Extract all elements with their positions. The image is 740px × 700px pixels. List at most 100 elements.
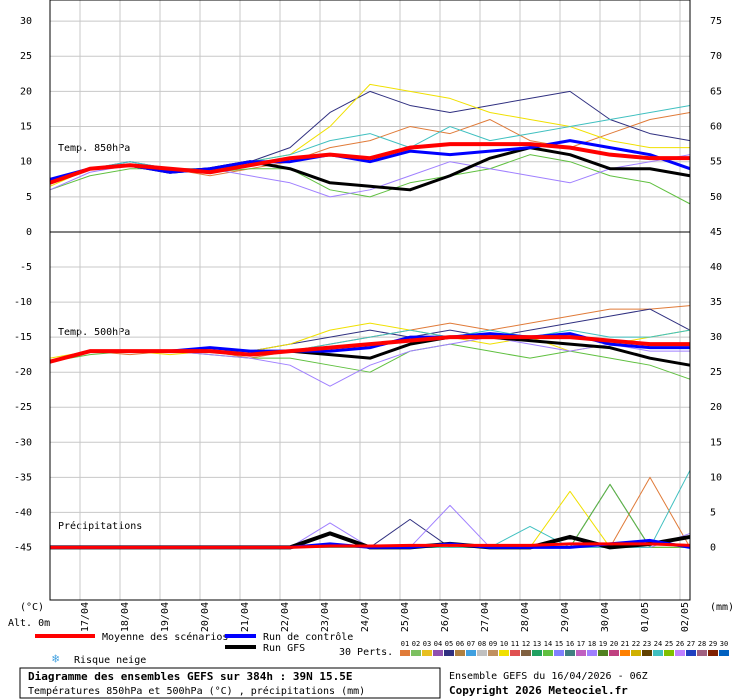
legend-swatch: [554, 650, 564, 656]
legend-swatch: [609, 650, 619, 656]
legend-label: 30: [720, 640, 728, 648]
legend-swatch: [565, 650, 575, 656]
legend-label: 13: [533, 640, 541, 648]
legend-swatch: [620, 650, 630, 656]
panel-label: Précipitations: [58, 520, 142, 532]
legend-label: 09: [489, 640, 497, 648]
axis-unit: (°C): [20, 602, 44, 613]
y-tick-label: 5: [26, 192, 32, 203]
legend-label: Run de contrôle: [263, 631, 353, 643]
y-tick-label: -25: [14, 402, 32, 413]
y-tick-label: 15: [20, 122, 32, 133]
y2-tick-label: 55: [710, 157, 722, 168]
x-tick-label: 24/04: [360, 602, 371, 632]
y-tick-label: 0: [26, 227, 32, 238]
y-tick-label: -15: [14, 332, 32, 343]
axis-unit: (mm): [710, 602, 734, 613]
legend-swatch: [697, 650, 707, 656]
legend-label: 30 Perts.: [339, 647, 393, 658]
legend-swatch: [598, 650, 608, 656]
y2-tick-label: 15: [710, 437, 722, 448]
legend-label: 20: [610, 640, 618, 648]
panel-label: Temp. 850hPa: [58, 143, 130, 154]
y2-tick-label: 70: [710, 51, 722, 62]
legend-swatch: [411, 650, 421, 656]
y2-tick-label: 5: [710, 507, 716, 518]
legend-label: 29: [709, 640, 717, 648]
footer-subtitle: Températures 850hPa et 500hPa (°C) , pré…: [28, 685, 365, 697]
y-tick-label: 25: [20, 51, 32, 62]
legend-swatch: [499, 650, 509, 656]
legend-label: 21: [621, 640, 629, 648]
x-tick-label: 27/04: [480, 602, 491, 632]
info-box: [19, 667, 441, 699]
x-tick-label: 25/04: [400, 602, 411, 632]
panel-label: Temp. 500hPa: [58, 327, 130, 338]
legend-swatch: [477, 650, 487, 656]
legend-label: 04: [434, 640, 442, 648]
snow-icon: ❄: [52, 652, 59, 666]
legend-swatch: [642, 650, 652, 656]
altitude: Alt. 0m: [8, 618, 50, 629]
legend-swatch: [576, 650, 586, 656]
legend-swatch: [510, 650, 520, 656]
y-tick-label: -45: [14, 542, 32, 553]
legend-label: 25: [665, 640, 673, 648]
legend-swatch: [686, 650, 696, 656]
x-tick-label: 19/04: [160, 602, 171, 632]
legend-label: 26: [676, 640, 684, 648]
legend-label: 28: [698, 640, 706, 648]
legend-label: 05: [445, 640, 453, 648]
legend-swatch: [422, 650, 432, 656]
x-tick-label: 28/04: [520, 602, 531, 632]
y2-tick-label: 20: [710, 402, 722, 413]
x-tick-label: 20/04: [200, 602, 211, 632]
y2-tick-label: 50: [710, 192, 722, 203]
y-tick-label: -30: [14, 437, 32, 448]
legend-label: 03: [423, 640, 431, 648]
x-tick-label: 18/04: [120, 602, 131, 632]
legend-label: 16: [566, 640, 574, 648]
series-line: [49, 139, 691, 181]
x-tick-label: 17/04: [80, 602, 91, 632]
legend-swatch: [400, 650, 410, 656]
legend-label: 24: [654, 640, 662, 648]
y2-tick-label: 45: [710, 227, 722, 238]
legend-label: Moyenne des scénarios: [102, 631, 228, 643]
legend-swatch: [664, 650, 674, 656]
legend-label: 22: [632, 640, 640, 648]
legend-label: 27: [687, 640, 695, 648]
legend-swatch: [488, 650, 498, 656]
legend-swatch: [719, 650, 729, 656]
y2-tick-label: 60: [710, 122, 722, 133]
run-info: Ensemble GEFS du 16/04/2026 - 06Z: [449, 671, 648, 682]
legend-label: 23: [643, 640, 651, 648]
legend-label: Risque neige: [74, 655, 146, 666]
x-tick-label: 30/04: [600, 602, 611, 632]
legend-swatch: [455, 650, 465, 656]
legend-swatch: [675, 650, 685, 656]
legend-label: 01: [401, 640, 409, 648]
legend-swatch: [532, 650, 542, 656]
y-tick-label: 20: [20, 86, 32, 97]
legend-swatch: [466, 650, 476, 656]
x-tick-label: 21/04: [240, 602, 251, 632]
legend-swatch: [521, 650, 531, 656]
y-tick-label: -10: [14, 297, 32, 308]
y2-tick-label: 75: [710, 16, 722, 27]
legend-label: 17: [577, 640, 585, 648]
legend-swatch: [587, 650, 597, 656]
x-tick-label: 02/05: [680, 602, 691, 632]
legend-swatch: [653, 650, 663, 656]
y-tick-label: 30: [20, 16, 32, 27]
y2-tick-label: 30: [710, 332, 722, 343]
y-tick-label: 10: [20, 157, 32, 168]
legend-swatch: [543, 650, 553, 656]
legend-label: 12: [522, 640, 530, 648]
x-tick-label: 01/05: [640, 602, 651, 632]
y-tick-label: -35: [14, 472, 32, 483]
legend-label: 11: [511, 640, 519, 648]
series-line: [49, 142, 690, 185]
y-tick-label: -5: [20, 262, 32, 273]
